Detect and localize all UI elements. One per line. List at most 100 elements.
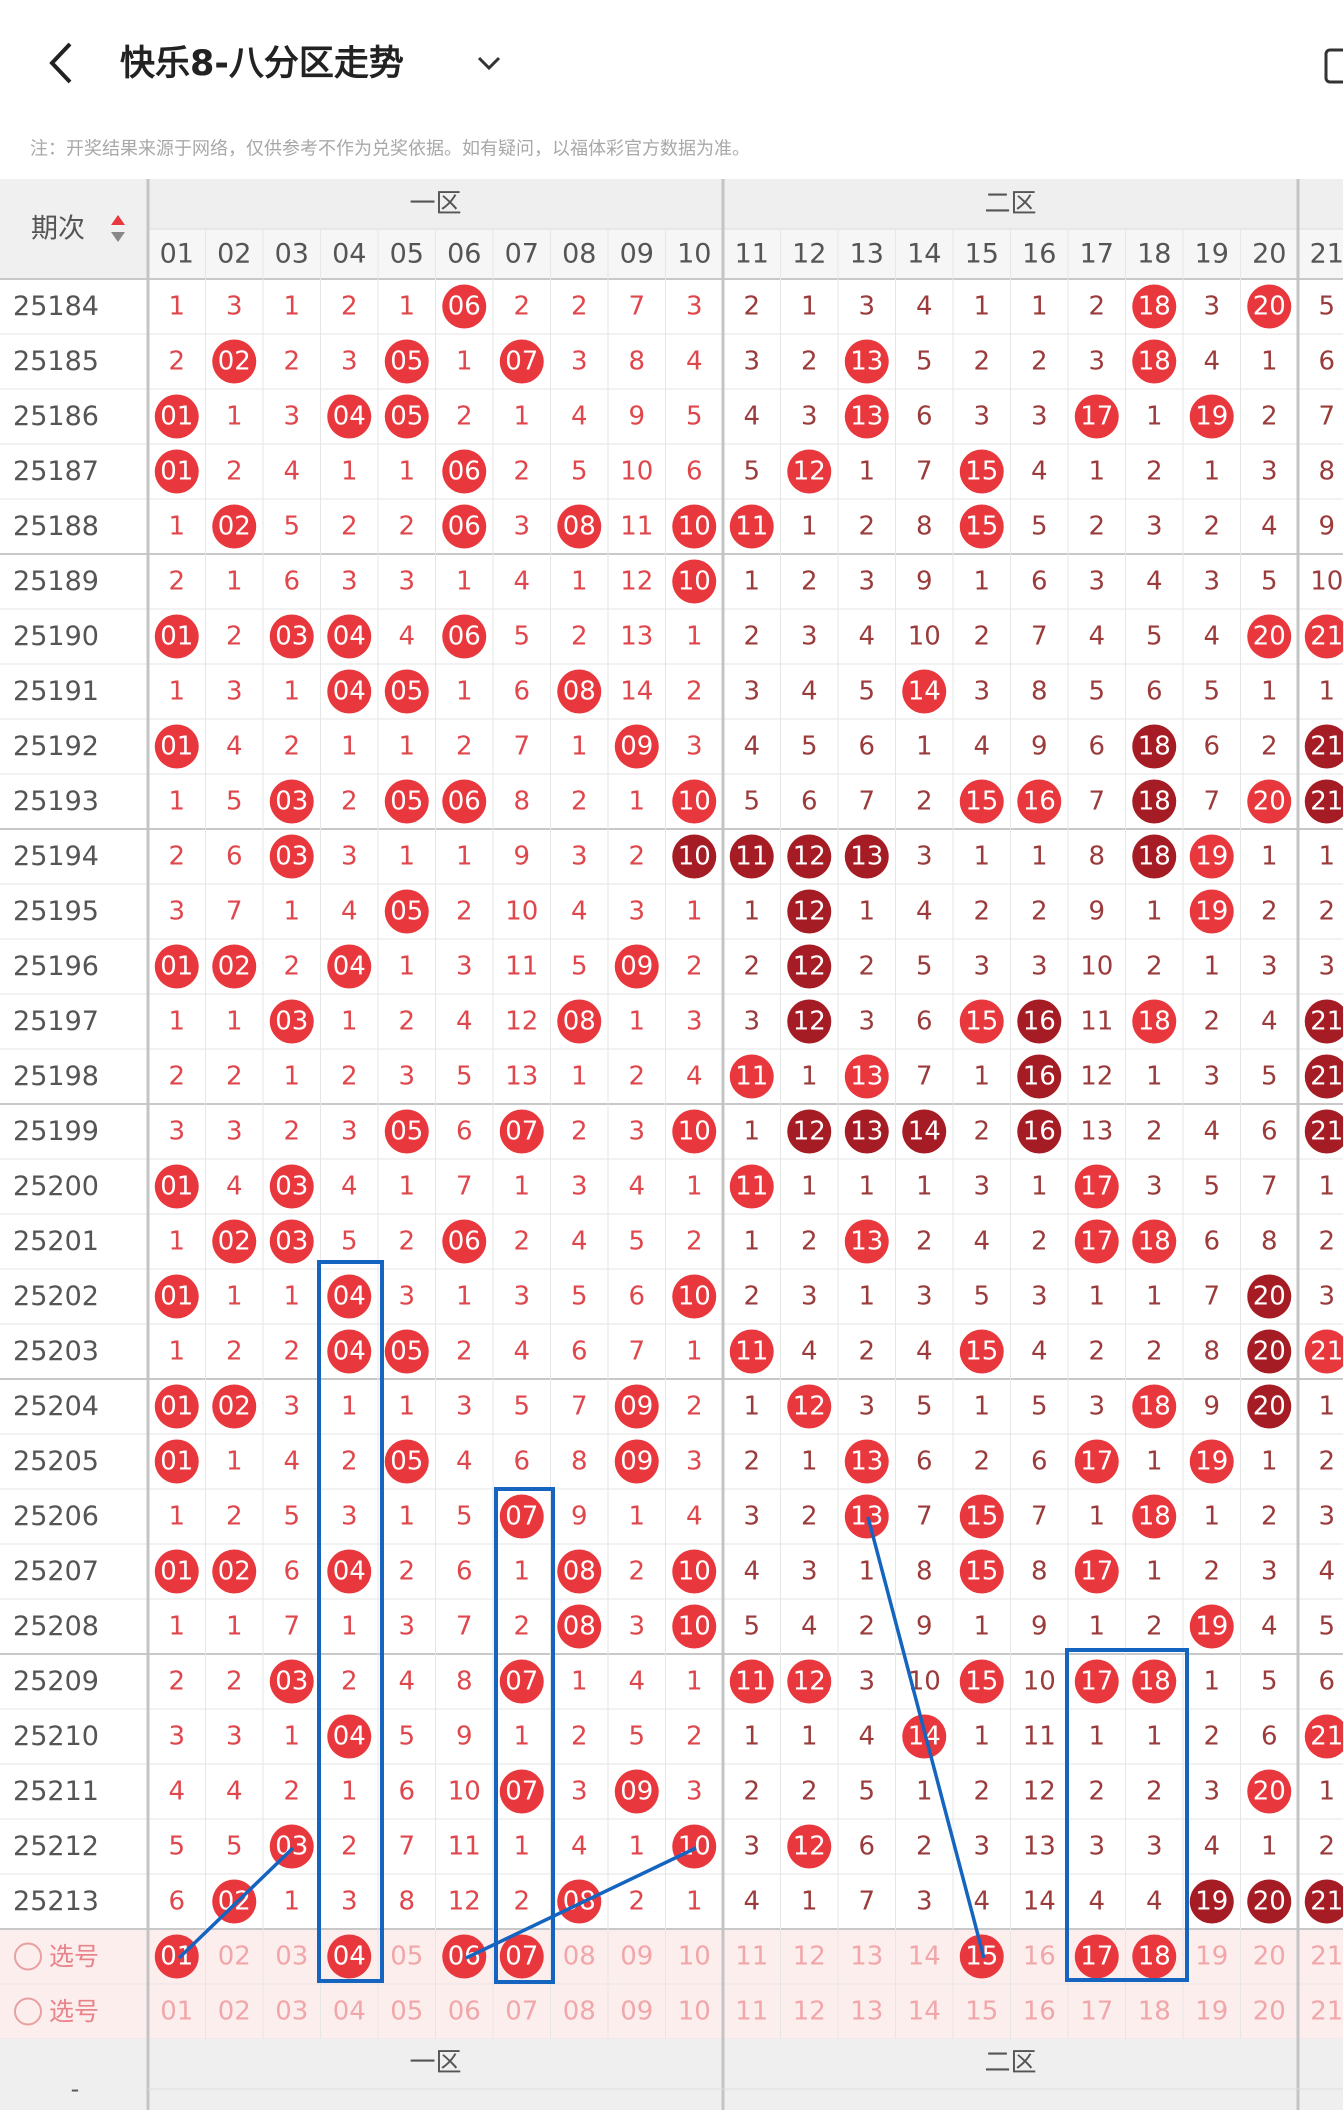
period: 25195	[13, 896, 99, 927]
ball	[1247, 1384, 1292, 1429]
miss-count: 4	[973, 1227, 990, 1257]
miss-count: 2	[1318, 897, 1335, 927]
miss-count: 4	[916, 1337, 933, 1367]
miss-count: 1	[341, 1612, 358, 1642]
miss-count: 2	[341, 1832, 358, 1862]
column-label: 20	[1252, 239, 1286, 270]
ball	[269, 1164, 314, 1209]
miss-count: 2	[513, 292, 530, 322]
period: 25202	[13, 1281, 99, 1312]
miss-count: 12	[793, 1997, 826, 2027]
ball	[902, 669, 947, 714]
miss-count: 5	[571, 1282, 588, 1312]
miss-count: 2	[1146, 1612, 1163, 1642]
miss-count: 4	[398, 1667, 415, 1697]
ball	[442, 284, 487, 329]
column-label: 10	[677, 239, 711, 270]
annotation-box	[317, 1260, 384, 1983]
ball	[1074, 1439, 1119, 1484]
ball	[269, 779, 314, 824]
miss-count: 1	[628, 787, 645, 817]
note: 注：开奖结果来源于网络，仅供参考不作为兑奖依据。如有疑问，以福体彩官方数据为准。	[30, 139, 750, 160]
miss-count: 1	[686, 897, 703, 927]
miss-count: 1	[1031, 1172, 1048, 1202]
period: 25212	[13, 1831, 99, 1862]
miss-count: 1	[283, 677, 300, 707]
miss-count: 2	[168, 842, 185, 872]
ball	[442, 504, 487, 549]
miss-count: 3	[513, 512, 530, 542]
ball-number: 13	[850, 402, 883, 432]
miss-count: 2	[1261, 897, 1278, 927]
select-toggle[interactable]	[14, 1997, 42, 2026]
ball-number: 05	[390, 897, 423, 927]
annotation-line	[177, 1846, 295, 1960]
select-label: 选号	[49, 1942, 99, 1971]
menu-icon[interactable]	[1324, 48, 1343, 84]
miss-count: 8	[1203, 1337, 1220, 1367]
miss-count: 4	[1261, 1007, 1278, 1037]
period: 25197	[13, 1006, 99, 1037]
miss-count: 1	[513, 1832, 530, 1862]
miss-count: 6	[858, 732, 875, 762]
back-button[interactable]	[49, 42, 72, 84]
ball-number: 17	[1080, 1942, 1113, 1972]
miss-count: 16	[1023, 1997, 1056, 2027]
miss-count: 1	[686, 1887, 703, 1917]
ball-number: 20	[1253, 1337, 1286, 1367]
miss-count: 3	[743, 1502, 760, 1532]
ball-number: 21	[1310, 1007, 1343, 1037]
miss-count: 5	[226, 1832, 243, 1862]
ball-number: 10	[678, 512, 711, 542]
miss-count: 1	[226, 1007, 243, 1037]
miss-count: 1	[858, 1172, 875, 1202]
miss-count: 1	[398, 842, 415, 872]
period: 25200	[13, 1171, 99, 1202]
miss-count: 1	[513, 1172, 530, 1202]
miss-count: 2	[283, 732, 300, 762]
miss-count: 2	[571, 1117, 588, 1147]
ball	[787, 1109, 832, 1154]
ball	[384, 1439, 429, 1484]
miss-count: 2	[398, 1007, 415, 1037]
miss-count: 2	[456, 402, 473, 432]
miss-count: 9	[456, 1722, 473, 1752]
ball	[729, 504, 774, 549]
miss-count: 4	[801, 1337, 818, 1367]
period: 25210	[13, 1721, 99, 1752]
miss-count: 2	[283, 347, 300, 377]
ball	[269, 614, 314, 659]
miss-count: 6	[686, 457, 703, 487]
ball	[1074, 1934, 1119, 1979]
miss-count: 2	[513, 1612, 530, 1642]
ball	[672, 779, 717, 824]
page-title: 快乐8-八分区走势	[120, 44, 404, 84]
ball-number: 15	[965, 1557, 998, 1587]
miss-count: 2	[513, 1227, 530, 1257]
period: 25185	[13, 346, 99, 377]
ball-number: 14	[908, 677, 941, 707]
period: 25211	[13, 1776, 99, 1807]
ball-number: 02	[218, 952, 251, 982]
ball	[787, 1659, 832, 1704]
ball	[672, 559, 717, 604]
ball-number: 17	[1080, 1227, 1113, 1257]
miss-count: 1	[1261, 677, 1278, 707]
select-toggle[interactable]	[14, 1942, 42, 1971]
miss-count: 3	[456, 952, 473, 982]
ball-number: 01	[160, 1447, 193, 1477]
miss-count: 5	[1031, 512, 1048, 542]
miss-count: 4	[858, 622, 875, 652]
miss-count: 1	[1031, 842, 1048, 872]
dropdown-button[interactable]	[477, 56, 501, 71]
miss-count: 3	[1088, 1832, 1105, 1862]
period: 25213	[13, 1886, 99, 1917]
ball	[614, 944, 659, 989]
miss-count: 2	[858, 1612, 875, 1642]
ball	[729, 834, 774, 879]
ball	[672, 1604, 717, 1649]
miss-count: 2	[973, 1447, 990, 1477]
miss-count: 5	[743, 1612, 760, 1642]
miss-count: 2	[456, 897, 473, 927]
ball	[959, 449, 1004, 494]
